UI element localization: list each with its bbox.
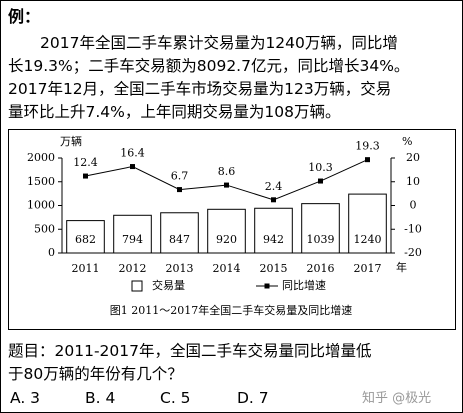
y-tick-label: 1500	[27, 175, 55, 188]
line-marker	[318, 178, 323, 184]
watermark: 知乎 @极光	[362, 390, 431, 406]
bar	[348, 193, 387, 254]
line-value-label: 2.4	[265, 180, 283, 193]
x-axis-unit: 年	[396, 260, 407, 274]
y2-axis-unit: %	[402, 135, 412, 148]
y-tick-label: 2000	[27, 151, 55, 164]
bar	[301, 203, 340, 254]
legend-swatch	[131, 280, 143, 292]
question-line: 于80万辆的年份有几个？	[8, 365, 183, 383]
x-tick-label: 2015	[260, 262, 288, 275]
question-line: 题目：2011-2017年，全国二手车交易量同比增量低	[8, 342, 372, 360]
bar	[66, 220, 105, 254]
y-tick-label: 1000	[27, 199, 55, 212]
legend-label: 交易量	[152, 278, 185, 292]
y2-tick-label: -10	[404, 222, 422, 235]
chart: 万辆 % 年 图1 2011～2017年全国二手车交易量及同比增速 0 500 10…	[8, 129, 456, 330]
bar	[254, 207, 293, 254]
line-value-label: 19.3	[355, 140, 380, 153]
line-value-label: 6.7	[171, 170, 189, 183]
bar	[207, 208, 246, 254]
option: B. 4	[85, 389, 115, 407]
x-tick-label: 2012	[119, 262, 147, 275]
option: C. 5	[160, 389, 191, 407]
line-marker	[177, 187, 182, 193]
x-tick-label: 2017	[354, 262, 382, 275]
bar-value-label: 920	[216, 233, 237, 246]
line-marker	[83, 173, 88, 179]
x-tick-label: 2011	[72, 262, 100, 275]
y2-tick-label: 0	[410, 199, 417, 212]
bar	[113, 214, 152, 254]
bar-value-label: 1240	[354, 233, 382, 246]
chart-caption: 图1 2011～2017年全国二手车交易量及同比增速	[110, 303, 352, 317]
line-marker	[365, 157, 370, 163]
example-label: 例：	[8, 7, 40, 26]
x-tick-label: 2014	[213, 262, 241, 275]
legend-swatch	[264, 283, 270, 289]
line-marker	[224, 182, 229, 188]
paragraph-line: 2017年12月，全国二手车市场交易量为123万辆，交易	[8, 80, 391, 98]
y2-tick-label: 10	[406, 175, 420, 188]
option: D. 7	[237, 389, 269, 407]
y2-tick-label: 20	[406, 151, 420, 164]
paragraph-line: 2017年全国二手车累计交易量为1240万辆，同比增	[40, 34, 398, 52]
line-marker	[271, 197, 276, 203]
x-tick-label: 2013	[166, 262, 194, 275]
line-value-label: 10.3	[308, 161, 333, 174]
bar-value-label: 794	[122, 233, 143, 246]
y-tick-label: 0	[48, 246, 55, 259]
legend-label: 同比增速	[282, 278, 326, 292]
line-marker	[130, 164, 135, 170]
bar	[160, 212, 199, 254]
chart-frame	[8, 129, 456, 330]
y2-tick-label: -20	[404, 246, 422, 259]
line-value-label: 16.4	[120, 147, 145, 160]
line-value-label: 8.6	[218, 165, 236, 178]
bar-value-label: 682	[75, 233, 96, 246]
y-tick-label: 500	[34, 222, 55, 235]
option: A. 3	[10, 389, 40, 407]
paragraph-line: 量环比上升7.4%，上年同期交易量为108万辆。	[8, 103, 340, 121]
y-axis-unit: 万辆	[60, 134, 82, 148]
bar-value-label: 942	[263, 233, 284, 246]
x-tick-label: 2016	[307, 262, 335, 275]
bar-value-label: 847	[169, 233, 190, 246]
bar-value-label: 1039	[307, 233, 335, 246]
paragraph-line: 长19.3%；二手车交易额为8092.7亿元，同比增长34%。	[8, 57, 409, 75]
line-value-label: 12.4	[73, 156, 98, 169]
